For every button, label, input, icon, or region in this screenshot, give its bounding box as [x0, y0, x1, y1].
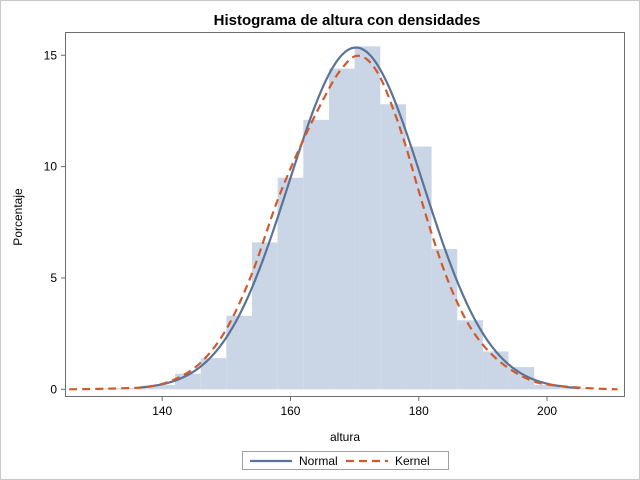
x-tick-label-160: 160 [280, 404, 300, 418]
y-tick-label-0: 0 [50, 382, 57, 396]
histogram-bar-174 [380, 104, 406, 390]
legend: Normal Kernel [242, 451, 449, 470]
x-axis: 140 160 180 200 [152, 396, 557, 418]
histogram-bar-186 [457, 320, 483, 390]
curve-kernel [69, 54, 618, 391]
x-tick-label-140: 140 [152, 404, 172, 418]
y-axis-label: Porcentaje [11, 188, 25, 246]
histogram-bar-150 [226, 315, 252, 390]
legend-label-kernel: Kernel [395, 454, 430, 468]
histogram-bar-138 [149, 384, 176, 390]
y-tick-label-5: 5 [50, 271, 57, 285]
plot-frame [65, 32, 625, 397]
x-tick-label-200: 200 [537, 404, 557, 418]
y-tick-label-10: 10 [44, 160, 58, 174]
density-curves [69, 46, 618, 391]
y-axis: 0 5 10 15 [44, 48, 66, 396]
legend-label-normal: Normal [299, 454, 338, 468]
histogram-bar-198 [534, 384, 560, 390]
histogram-bar-154 [252, 242, 278, 390]
histogram-bars [98, 46, 586, 390]
legend-box [242, 451, 449, 470]
x-tick-label-180: 180 [409, 404, 429, 418]
chart-title: Histograma de altura con densidades [214, 12, 481, 29]
x-axis-label: altura [330, 430, 360, 444]
y-tick-label-15: 15 [44, 48, 58, 62]
histogram-bar-162 [303, 119, 329, 390]
histogram-bar-166 [328, 68, 355, 390]
histogram-bar-170 [354, 46, 381, 390]
histogram-bar-202 [559, 388, 586, 390]
histogram-bar-158 [277, 177, 304, 390]
curve-normal [139, 46, 580, 390]
histogram-bar-178 [405, 146, 432, 390]
